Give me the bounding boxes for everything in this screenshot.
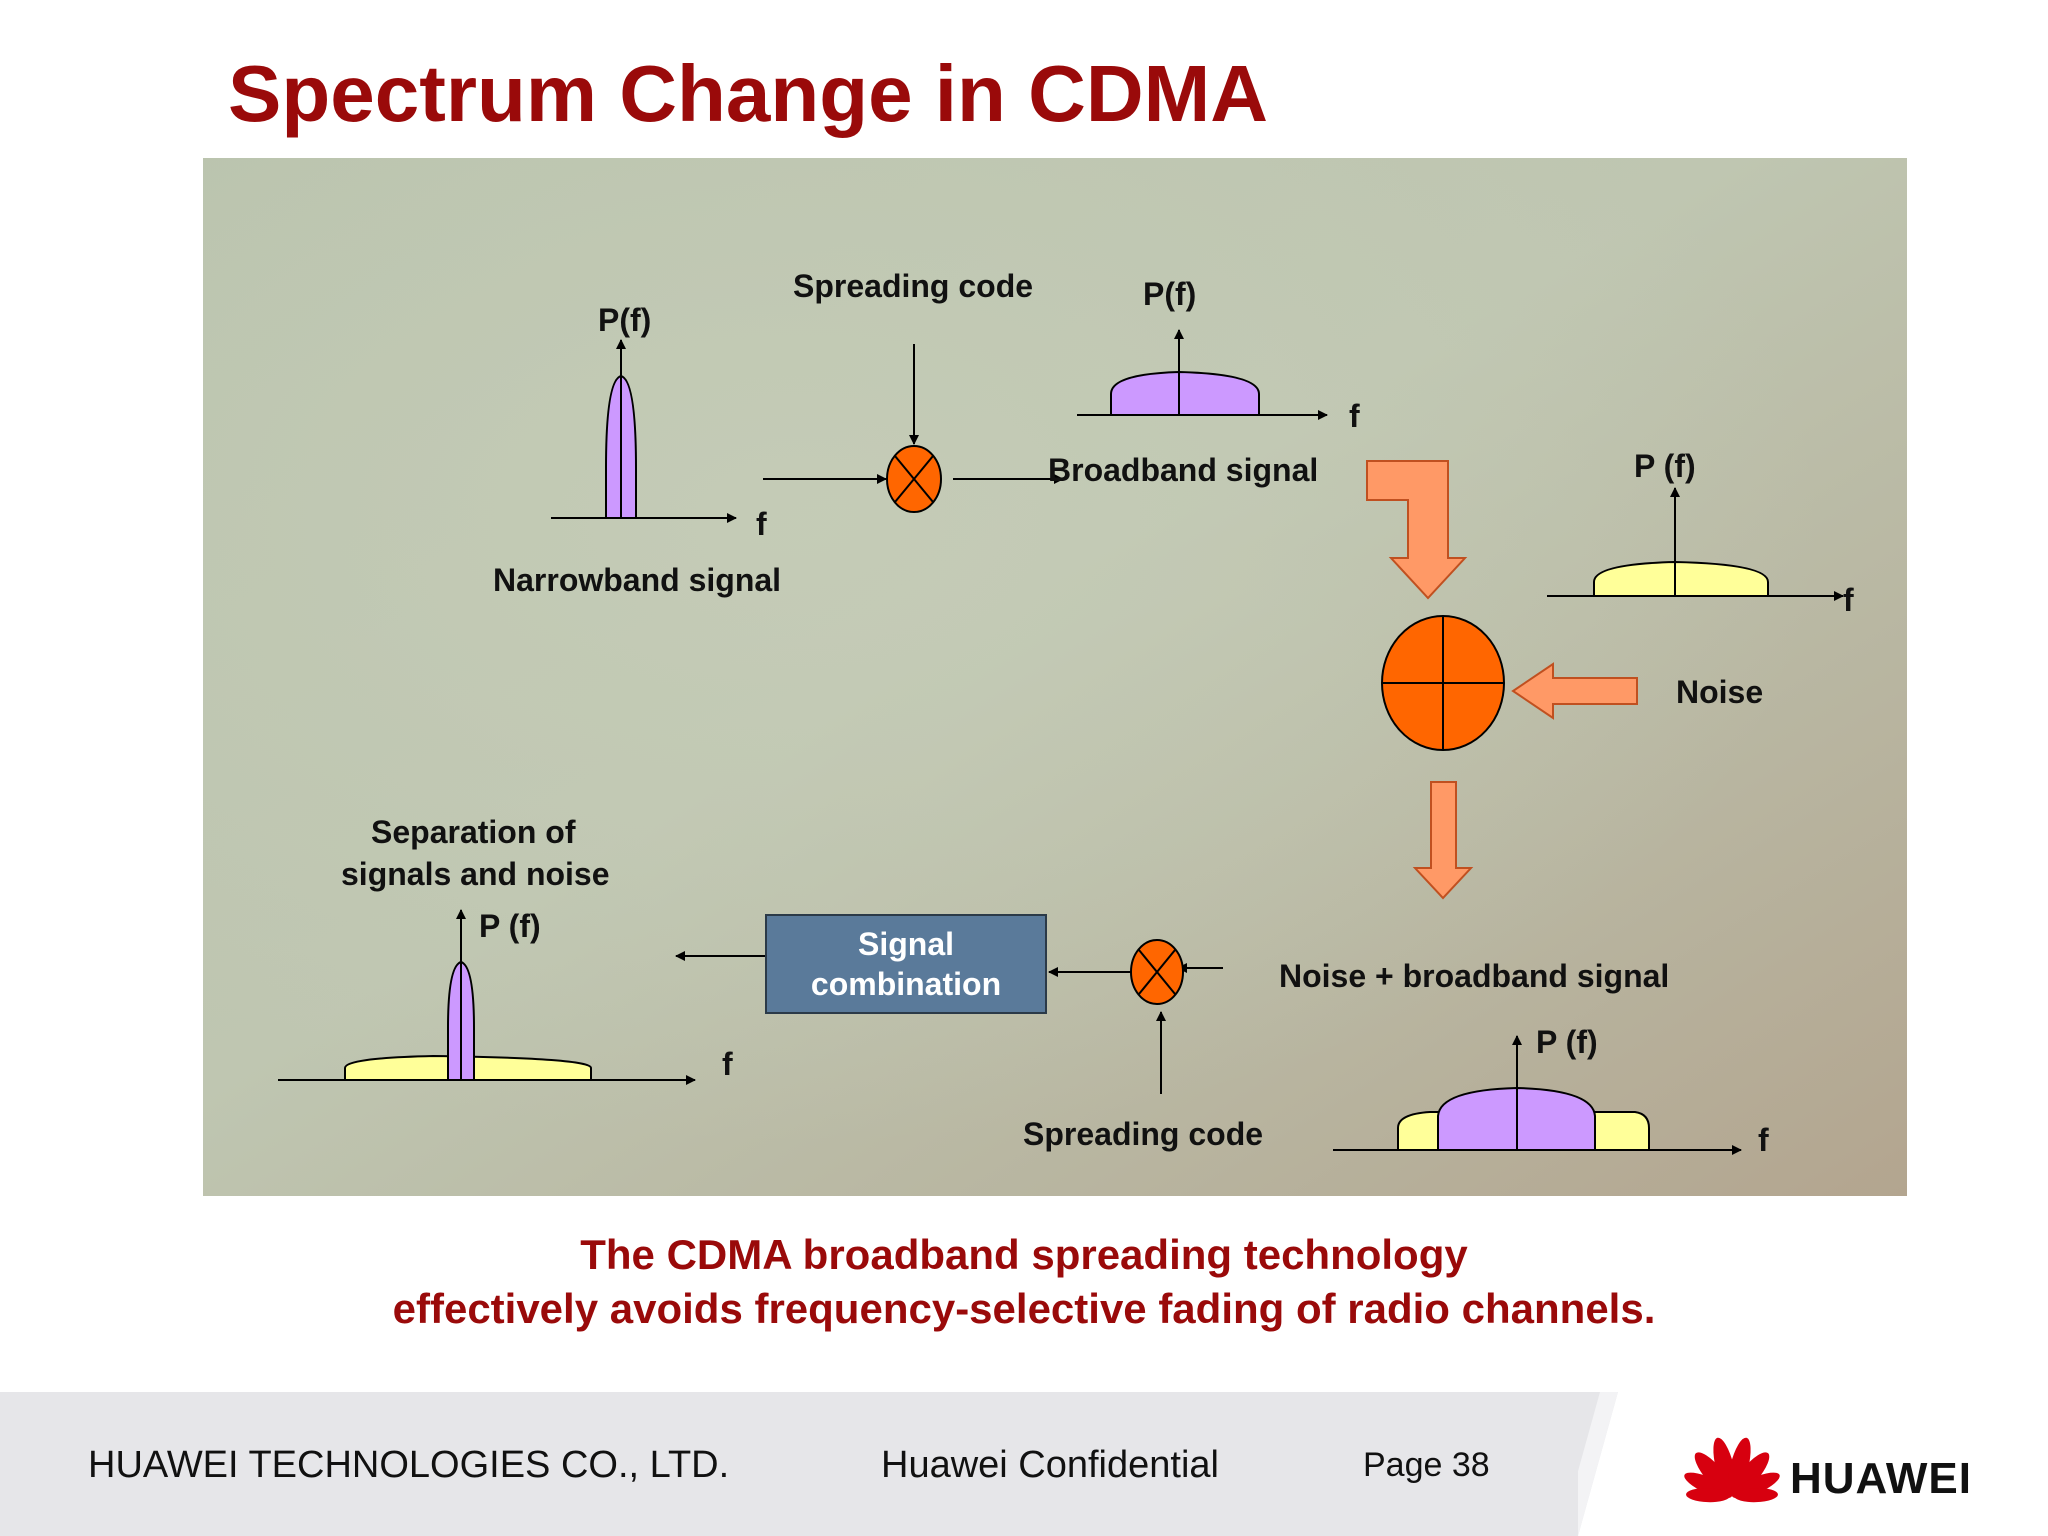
label-spreading-code-top: Spreading code: [793, 268, 1034, 304]
footer-confidential: Huawei Confidential: [881, 1444, 1219, 1486]
separated-spectrum: [278, 909, 696, 1085]
label-f-narrowband: f: [756, 506, 767, 542]
label-f-noise: f: [1843, 582, 1854, 618]
label-separation-line1: Separation of: [371, 814, 576, 850]
label-pf-separated: P (f): [479, 908, 541, 944]
conclusion-line1: The CDMA broadband spreading technology: [580, 1231, 1468, 1278]
broadband-spectrum: [1077, 329, 1328, 420]
signal-combination-box: Signal combination: [765, 914, 1047, 1014]
mixer-bottom: [1048, 939, 1223, 1094]
arrow-noise-into-adder: [1511, 662, 1638, 720]
label-narrowband-signal: Narrowband signal: [493, 562, 782, 598]
signal-combination-line1: Signal: [857, 926, 954, 962]
conclusion-text: The CDMA broadband spreading technology …: [0, 1228, 2048, 1336]
label-pf-noise: P (f): [1634, 448, 1696, 484]
spectrum-diagram: P(f) f Narrowband signal Spreading code …: [203, 158, 1907, 1196]
arrow-down-into-adder: [1366, 460, 1468, 600]
label-noise: Noise: [1676, 674, 1764, 710]
label-pf-combined: P (f): [1536, 1024, 1598, 1060]
label-f-combined: f: [1758, 1122, 1769, 1158]
footer-company: HUAWEI TECHNOLOGIES CO., LTD.: [88, 1444, 730, 1486]
combined-spectrum: [1333, 1035, 1742, 1155]
noise-spectrum: [1547, 487, 1844, 601]
diagram-graphics: [203, 158, 1907, 1196]
label-f-broadband: f: [1349, 398, 1360, 434]
narrowband-spectrum: [551, 339, 737, 523]
huawei-logo-text: HUAWEI: [1790, 1454, 1972, 1503]
slide-title: Spectrum Change in CDMA: [228, 49, 1269, 138]
arrow-down-from-adder: [1412, 781, 1474, 900]
conclusion-line2: effectively avoids frequency-selective f…: [392, 1285, 1656, 1332]
label-separation-line2: signals and noise: [341, 856, 610, 892]
label-noise-plus-broadband: Noise + broadband signal: [1279, 958, 1670, 994]
label-pf-broadband: P(f): [1143, 276, 1197, 312]
label-f-separated: f: [722, 1046, 733, 1082]
huawei-petal-logo-icon: [1684, 1437, 1780, 1503]
label-spreading-code-bottom: Spreading code: [1023, 1116, 1264, 1152]
adder-circle: [1381, 615, 1505, 751]
footer-page-number: Page 38: [1363, 1446, 1490, 1484]
label-broadband-signal: Broadband signal: [1048, 452, 1319, 488]
label-pf-narrowband: P(f): [598, 302, 652, 338]
mixer-top: [763, 344, 1064, 513]
signal-combination-line2: combination: [810, 966, 1002, 1002]
